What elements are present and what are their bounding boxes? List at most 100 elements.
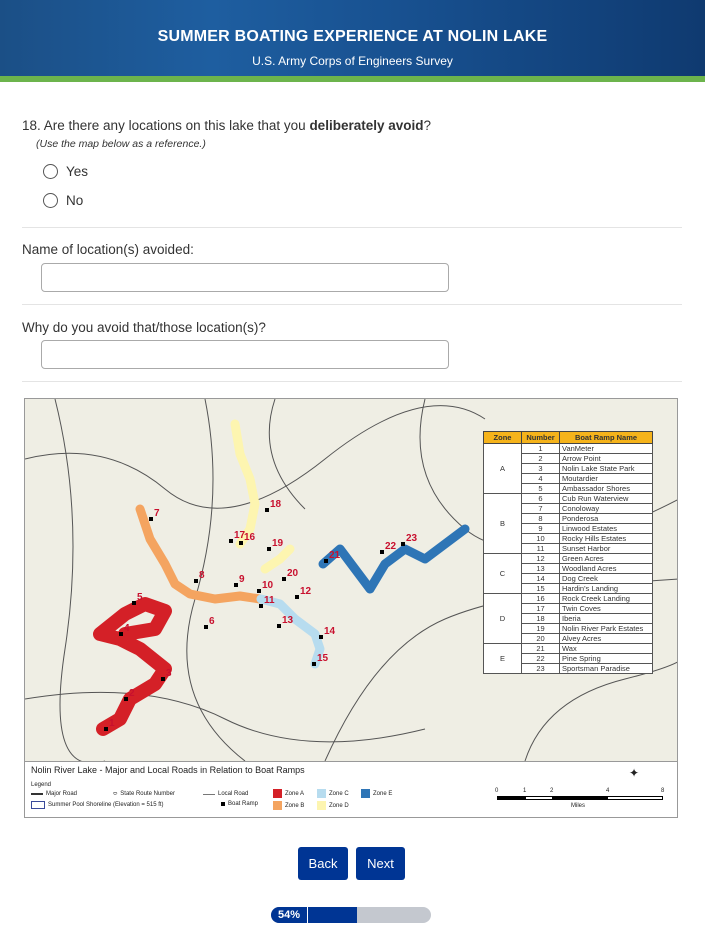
name-label: Name of location(s) avoided: bbox=[22, 242, 194, 257]
number-cell: 20 bbox=[521, 633, 560, 644]
radio-no[interactable]: No bbox=[43, 193, 83, 208]
radio-label: No bbox=[66, 193, 84, 208]
ramp-number-label: 13 bbox=[282, 615, 294, 626]
north-arrow-icon: ✦ bbox=[629, 766, 640, 780]
avoid-reason-input[interactable] bbox=[41, 340, 449, 369]
ramp-number-label: 16 bbox=[244, 532, 256, 543]
name-cell: Moutardier bbox=[559, 473, 653, 484]
number-cell: 4 bbox=[521, 473, 560, 484]
map-legend: Nolin River Lake - Major and Local Roads… bbox=[25, 761, 677, 817]
boat-ramp-marker bbox=[104, 727, 108, 731]
legend-label: Zone D bbox=[329, 802, 349, 809]
ramp-row: B 6 Cub Run Waterview bbox=[483, 493, 653, 554]
zone-a-swatch bbox=[273, 789, 282, 798]
zone-c-lake bbox=[256, 594, 325, 669]
ramp-number-label: 15 bbox=[317, 653, 329, 664]
boat-ramp-marker bbox=[257, 589, 261, 593]
ramp-number-label: 7 bbox=[154, 508, 160, 519]
legend-label: State Route Number bbox=[120, 791, 175, 797]
number-cell: 14 bbox=[521, 573, 560, 584]
zone-b-lake bbox=[135, 504, 265, 604]
name-cell: Green Acres bbox=[559, 553, 653, 564]
why-label: Why do you avoid that/those location(s)? bbox=[22, 320, 266, 335]
road bbox=[268, 399, 306, 510]
number-cell: 18 bbox=[521, 613, 560, 624]
scale-label: 8 bbox=[661, 788, 665, 794]
boat-ramp-marker bbox=[124, 697, 128, 701]
number-cell: 2 bbox=[521, 453, 560, 464]
scale-label: 0 bbox=[495, 788, 499, 794]
legend-zone-e: Zone E bbox=[361, 789, 392, 798]
major-road-icon bbox=[31, 793, 43, 795]
col-zone: Zone bbox=[483, 431, 522, 444]
ramp-number-label: 12 bbox=[300, 586, 312, 597]
boat-ramp-marker bbox=[119, 632, 123, 636]
legend-zone-a: Zone A bbox=[273, 789, 304, 798]
name-cell: VanMeter bbox=[559, 443, 653, 454]
boat-ramp-icon bbox=[221, 802, 225, 806]
legend-label: Major Road bbox=[46, 791, 78, 797]
legend-local-road: Local Road bbox=[203, 791, 248, 797]
ramp-number-label: 23 bbox=[406, 533, 418, 544]
boat-ramp-marker bbox=[401, 542, 405, 546]
col-name: Boat Ramp Name bbox=[559, 431, 653, 444]
road bbox=[25, 691, 426, 743]
number-cell: 8 bbox=[521, 513, 560, 524]
zone-e-lake bbox=[318, 524, 470, 594]
location-name-input[interactable] bbox=[41, 263, 449, 292]
ramp-number-label: 2 bbox=[129, 688, 135, 699]
zone-d-lake bbox=[230, 419, 295, 574]
ramp-row: D 16 Rock Creek Landing bbox=[483, 593, 653, 644]
radio-circle[interactable] bbox=[43, 164, 58, 179]
radio-yes[interactable]: Yes bbox=[43, 164, 88, 179]
name-cell: Nolin Lake State Park bbox=[559, 463, 653, 474]
zone-cell: B bbox=[483, 493, 522, 554]
name-cell: Twin Coves bbox=[559, 603, 653, 614]
ramp-number-label: 14 bbox=[324, 626, 336, 637]
ramp-number-label: 10 bbox=[262, 580, 274, 591]
name-cell: Rocky Hills Estates bbox=[559, 533, 653, 544]
legend-label: Local Road bbox=[218, 791, 249, 797]
boat-ramp-marker bbox=[194, 579, 198, 583]
zone-cell: D bbox=[483, 593, 522, 644]
boat-ramp-marker bbox=[234, 583, 238, 587]
number-cell: 3 bbox=[521, 463, 560, 474]
divider bbox=[22, 304, 682, 305]
radio-circle[interactable] bbox=[43, 193, 58, 208]
number-cell: 13 bbox=[521, 563, 560, 574]
ramp-number-label: 19 bbox=[272, 538, 284, 549]
name-cell: Hardin's Landing bbox=[559, 583, 653, 594]
legend-heading: Legend bbox=[31, 782, 52, 788]
back-button[interactable]: Back bbox=[298, 847, 348, 880]
ramp-number-label: 11 bbox=[264, 595, 275, 606]
zone-cell: C bbox=[483, 553, 522, 594]
progress-fill bbox=[271, 907, 358, 923]
boat-ramp-marker bbox=[319, 635, 323, 639]
question-text: 18. Are there any locations on this lake… bbox=[22, 118, 431, 133]
name-cell: Ponderosa bbox=[559, 513, 653, 524]
number-cell: 7 bbox=[521, 503, 560, 514]
scale-bar: 0 1 2 4 8 Miles bbox=[495, 788, 665, 814]
name-cell: Linwood Estates bbox=[559, 523, 653, 534]
number-cell: 19 bbox=[521, 623, 560, 634]
survey-header: SUMMER BOATING EXPERIENCE AT NOLIN LAKE … bbox=[0, 0, 705, 82]
next-button[interactable]: Next bbox=[356, 847, 405, 880]
ramp-number-label: 22 bbox=[385, 541, 397, 552]
ramp-number-label: 20 bbox=[287, 568, 299, 579]
ramp-row: E 21 Wax bbox=[483, 643, 653, 674]
number-cell: 1 bbox=[521, 443, 560, 454]
name-cell: Iberia bbox=[559, 613, 653, 624]
question-suffix: ? bbox=[423, 118, 431, 133]
ramp-number-label: 3 bbox=[166, 668, 172, 679]
survey-title: SUMMER BOATING EXPERIENCE AT NOLIN LAKE bbox=[157, 28, 548, 45]
ramp-number-label: 1 bbox=[109, 718, 115, 729]
name-cell: Sunset Harbor bbox=[559, 543, 653, 554]
zone-b-swatch bbox=[273, 801, 282, 810]
boat-ramp-marker bbox=[324, 559, 328, 563]
number-cell: 6 bbox=[521, 493, 560, 504]
shoreline-icon bbox=[31, 801, 45, 809]
name-cell: Arrow Point bbox=[559, 453, 653, 464]
zone-cell: E bbox=[483, 643, 522, 674]
scale-label: 2 bbox=[550, 788, 554, 794]
